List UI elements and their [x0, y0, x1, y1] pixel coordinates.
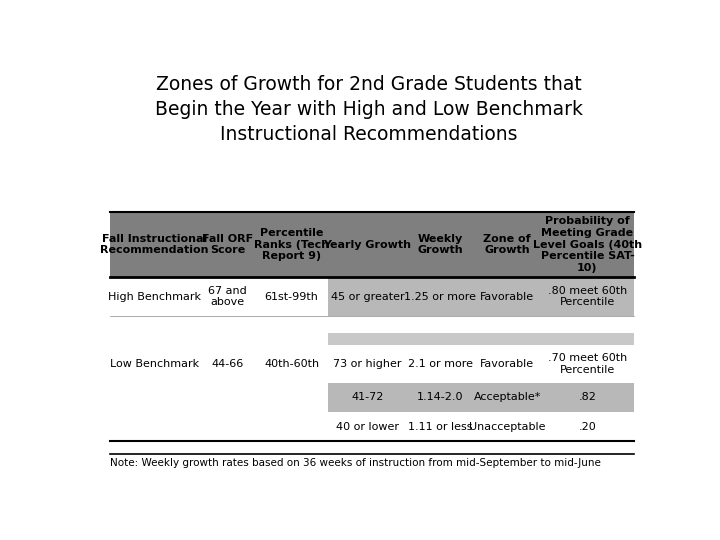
Text: 1.25 or more: 1.25 or more: [404, 292, 476, 302]
Bar: [407, 316, 474, 333]
Text: .80 meet 60th
Percentile: .80 meet 60th Percentile: [548, 286, 627, 307]
Bar: [474, 316, 541, 333]
Text: 41-72: 41-72: [351, 393, 384, 402]
Bar: [407, 383, 474, 412]
Bar: [407, 412, 474, 441]
Bar: [255, 346, 328, 383]
Bar: [200, 316, 255, 333]
Bar: [255, 383, 328, 412]
Text: .20: .20: [579, 422, 596, 431]
Text: Favorable: Favorable: [480, 359, 534, 369]
Text: 40th-60th: 40th-60th: [264, 359, 319, 369]
Text: Acceptable*: Acceptable*: [474, 393, 541, 402]
Bar: [109, 277, 200, 316]
Bar: [255, 412, 328, 441]
Text: Favorable: Favorable: [480, 292, 534, 302]
Text: Unacceptable: Unacceptable: [469, 422, 546, 431]
Text: 40 or lower: 40 or lower: [336, 422, 399, 431]
Text: .82: .82: [578, 393, 596, 402]
Text: 2.1 or more: 2.1 or more: [408, 359, 473, 369]
Bar: [541, 277, 634, 316]
Bar: [328, 277, 407, 316]
Text: 1.11 or less: 1.11 or less: [408, 422, 472, 431]
Bar: [541, 333, 634, 346]
Bar: [474, 346, 541, 383]
Text: Zone of
Growth: Zone of Growth: [483, 234, 531, 255]
Bar: [328, 412, 407, 441]
Bar: [200, 412, 255, 441]
Text: Zones of Growth for 2nd Grade Students that
Begin the Year with High and Low Ben: Zones of Growth for 2nd Grade Students t…: [155, 75, 583, 144]
Text: .70 meet 60th
Percentile: .70 meet 60th Percentile: [548, 353, 627, 375]
Bar: [474, 383, 541, 412]
Text: Fall ORF
Score: Fall ORF Score: [202, 234, 253, 255]
Bar: [255, 333, 328, 346]
Bar: [407, 346, 474, 383]
Bar: [255, 316, 328, 333]
Bar: [328, 333, 407, 346]
Text: High Benchmark: High Benchmark: [108, 292, 201, 302]
Bar: [109, 333, 200, 346]
Text: 67 and
above: 67 and above: [208, 286, 247, 307]
Bar: [109, 346, 200, 383]
Bar: [541, 316, 634, 333]
Bar: [407, 277, 474, 316]
Text: Weekly
Growth: Weekly Growth: [418, 234, 463, 255]
Bar: [474, 412, 541, 441]
Text: 1.14-2.0: 1.14-2.0: [417, 393, 464, 402]
Bar: [109, 412, 200, 441]
Text: Fall Instructional
Recommendation: Fall Instructional Recommendation: [101, 234, 209, 255]
Bar: [109, 316, 200, 333]
Bar: [109, 383, 200, 412]
Bar: [474, 333, 541, 346]
Bar: [200, 277, 255, 316]
Text: Yearly Growth: Yearly Growth: [323, 240, 411, 249]
Text: 73 or higher: 73 or higher: [333, 359, 402, 369]
Text: Probability of
Meeting Grade
Level Goals (40th
Percentile SAT-
10): Probability of Meeting Grade Level Goals…: [533, 217, 642, 273]
Bar: [200, 346, 255, 383]
Text: Note: Weekly growth rates based on 36 weeks of instruction from mid-September to: Note: Weekly growth rates based on 36 we…: [109, 458, 600, 468]
Text: Low Benchmark: Low Benchmark: [110, 359, 199, 369]
Bar: [541, 412, 634, 441]
Text: Percentile
Ranks (Tech
Report 9): Percentile Ranks (Tech Report 9): [254, 228, 329, 261]
Text: 44-66: 44-66: [212, 359, 243, 369]
Bar: [255, 277, 328, 316]
Bar: [407, 333, 474, 346]
Bar: [541, 346, 634, 383]
Bar: [541, 383, 634, 412]
Bar: [328, 316, 407, 333]
Text: 61st-99th: 61st-99th: [265, 292, 318, 302]
Bar: [328, 383, 407, 412]
Text: 45 or greater: 45 or greater: [330, 292, 404, 302]
Bar: [200, 383, 255, 412]
Bar: [200, 333, 255, 346]
Bar: [328, 346, 407, 383]
Bar: [474, 277, 541, 316]
